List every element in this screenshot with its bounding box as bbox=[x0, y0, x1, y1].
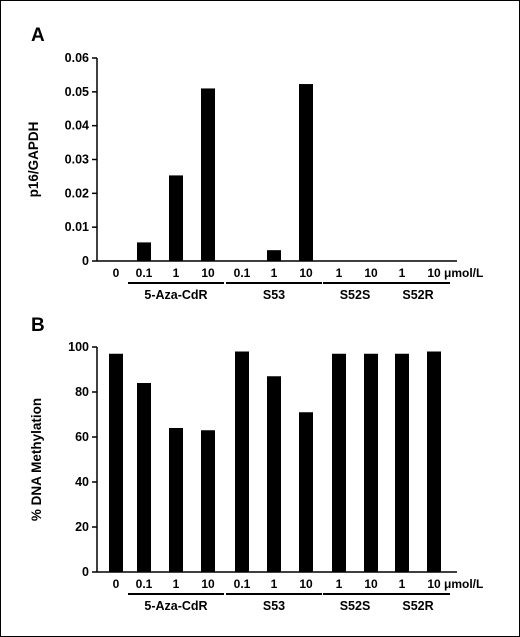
y-tick-label: 80 bbox=[75, 385, 89, 399]
bar bbox=[332, 353, 346, 572]
x-tick-label: 10 bbox=[427, 266, 441, 280]
group-label: S53 bbox=[263, 288, 285, 302]
bar bbox=[169, 175, 183, 261]
bar bbox=[137, 242, 151, 261]
y-tick-label: 0 bbox=[82, 254, 89, 268]
x-tick-label: 0.1 bbox=[234, 577, 251, 591]
x-tick-label: 1 bbox=[271, 577, 278, 591]
x-tick-label: 10 bbox=[364, 266, 378, 280]
bar bbox=[235, 351, 249, 572]
x-tick-label: 0 bbox=[113, 266, 120, 280]
y-tick-label: 20 bbox=[75, 520, 89, 534]
x-tick-label: 0.1 bbox=[136, 577, 153, 591]
y-tick-label: 40 bbox=[75, 475, 89, 489]
group-label: S52R bbox=[402, 599, 433, 613]
bar bbox=[364, 353, 378, 572]
y-tick-label: 0.04 bbox=[65, 119, 89, 133]
x-tick-label: 1 bbox=[336, 577, 343, 591]
y-tick-label: 0.05 bbox=[65, 85, 89, 99]
group-label: S52S bbox=[340, 288, 371, 302]
y-axis-label: p16/GAPDH bbox=[26, 122, 41, 198]
bar bbox=[395, 353, 409, 572]
x-tick-label: 10 bbox=[364, 577, 378, 591]
x-tick-label: 1 bbox=[173, 577, 180, 591]
bar bbox=[109, 353, 123, 572]
y-tick-label: 60 bbox=[75, 430, 89, 444]
x-tick-label: 0.1 bbox=[234, 266, 251, 280]
panel-letter: A bbox=[31, 25, 45, 46]
group-label: S52S bbox=[340, 599, 371, 613]
bar bbox=[169, 428, 183, 572]
y-tick-label: 0.06 bbox=[65, 51, 89, 65]
y-tick-label: 0 bbox=[82, 565, 89, 579]
bar bbox=[427, 351, 441, 572]
bar bbox=[267, 376, 281, 572]
y-axis-label: % DNA Methylation bbox=[29, 398, 44, 521]
bar bbox=[299, 84, 313, 261]
group-label: S53 bbox=[263, 599, 285, 613]
y-tick-label: 100 bbox=[68, 340, 89, 354]
x-tick-label: 10 bbox=[299, 577, 313, 591]
y-tick-label: 0.03 bbox=[65, 153, 89, 167]
x-tick-label: 1 bbox=[336, 266, 343, 280]
x-tick-label: 0.1 bbox=[136, 266, 153, 280]
bar bbox=[201, 88, 215, 261]
x-tick-label: 1 bbox=[399, 577, 406, 591]
bar bbox=[137, 383, 151, 572]
x-tick-label: 1 bbox=[271, 266, 278, 280]
group-label: 5-Aza-CdR bbox=[144, 288, 207, 302]
x-tick-label: 10 bbox=[427, 577, 441, 591]
group-label: 5-Aza-CdR bbox=[144, 599, 207, 613]
bar bbox=[267, 250, 281, 261]
y-tick-label: 0.02 bbox=[65, 186, 89, 200]
bar bbox=[201, 430, 215, 572]
x-tick-label: 1 bbox=[399, 266, 406, 280]
unit-label: μmol/L bbox=[444, 266, 483, 280]
x-tick-label: 10 bbox=[201, 577, 215, 591]
x-tick-label: 10 bbox=[201, 266, 215, 280]
group-label: S52R bbox=[402, 288, 433, 302]
x-tick-label: 0 bbox=[113, 577, 120, 591]
x-tick-label: 1 bbox=[173, 266, 180, 280]
x-tick-label: 10 bbox=[299, 266, 313, 280]
unit-label: μmol/L bbox=[444, 577, 483, 591]
y-tick-label: 0.01 bbox=[65, 220, 89, 234]
bar bbox=[299, 412, 313, 572]
panel-letter: B bbox=[31, 315, 45, 336]
